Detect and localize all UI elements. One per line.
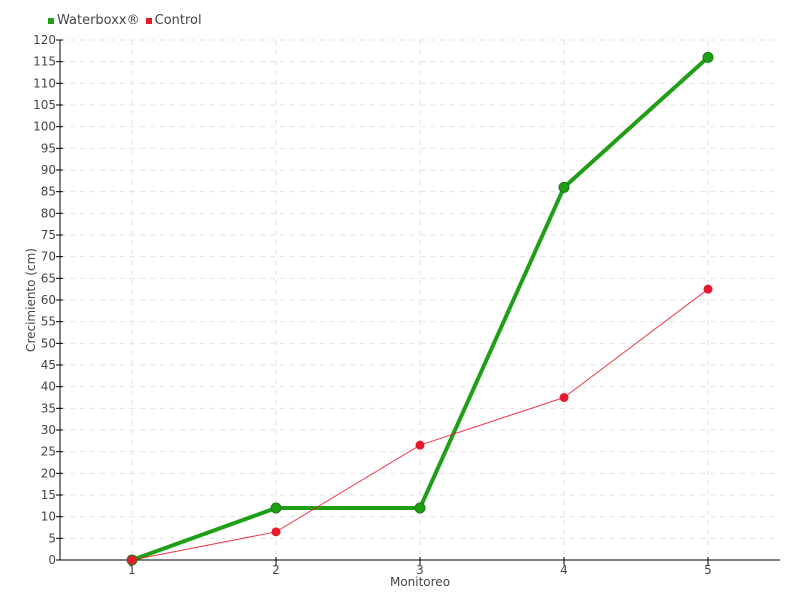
y-tick-label: 25 xyxy=(41,445,56,459)
data-point-waterboxx xyxy=(414,502,426,514)
y-tick-label: 60 xyxy=(41,293,56,307)
legend-swatch xyxy=(48,17,54,24)
y-tick-label: 110 xyxy=(33,76,56,90)
y-tick-label: 100 xyxy=(33,120,56,134)
y-tick-label: 10 xyxy=(41,510,56,524)
y-axis-label: Crecimiento (cm) xyxy=(24,248,38,352)
x-tick-label: 4 xyxy=(560,563,568,577)
y-tick-label: 120 xyxy=(33,33,56,47)
y-tick-label: 70 xyxy=(41,250,56,264)
legend-label: Control xyxy=(154,13,202,28)
data-point-control xyxy=(559,393,569,402)
y-tick-label: 40 xyxy=(41,380,56,394)
y-tick-label: 95 xyxy=(41,141,56,155)
y-tick-label: 30 xyxy=(41,423,56,437)
y-tick-label: 105 xyxy=(33,98,56,112)
y-tick-label: 45 xyxy=(41,358,56,372)
legend: Waterboxx® Control xyxy=(48,13,202,28)
y-tick-label: 50 xyxy=(41,336,56,350)
y-tick-label: 15 xyxy=(41,488,56,502)
legend-item-waterboxx[interactable]: Waterboxx® xyxy=(48,13,140,28)
y-tick-label: 55 xyxy=(41,315,56,329)
y-tick-label: 5 xyxy=(48,531,56,545)
x-tick-label: 5 xyxy=(704,563,712,577)
y-tick-label: 20 xyxy=(41,466,56,480)
data-point-control xyxy=(127,555,137,565)
y-tick-label: 115 xyxy=(33,55,56,69)
y-tick-label: 75 xyxy=(41,228,56,242)
legend-swatch xyxy=(145,17,152,24)
x-axis-label: Monitoreo xyxy=(390,575,450,589)
y-tick-label: 80 xyxy=(41,206,56,220)
y-tick-label: 0 xyxy=(48,553,56,567)
data-point-control xyxy=(415,440,425,450)
legend-label: Waterboxx® xyxy=(57,13,140,28)
y-tick-label: 65 xyxy=(41,271,56,285)
y-tick-label: 85 xyxy=(41,185,56,199)
y-tick-label: 35 xyxy=(41,401,56,415)
data-point-waterboxx xyxy=(270,502,282,514)
x-tick-label: 1 xyxy=(128,563,136,577)
data-point-control xyxy=(703,284,713,294)
data-point-waterboxx xyxy=(702,51,714,63)
data-point-waterboxx xyxy=(558,181,570,193)
legend-item-control[interactable]: Control xyxy=(145,13,202,28)
data-point-control xyxy=(271,527,281,537)
x-tick-label: 3 xyxy=(416,563,424,577)
y-tick-label: 90 xyxy=(41,163,56,177)
x-tick-label: 2 xyxy=(272,563,280,577)
